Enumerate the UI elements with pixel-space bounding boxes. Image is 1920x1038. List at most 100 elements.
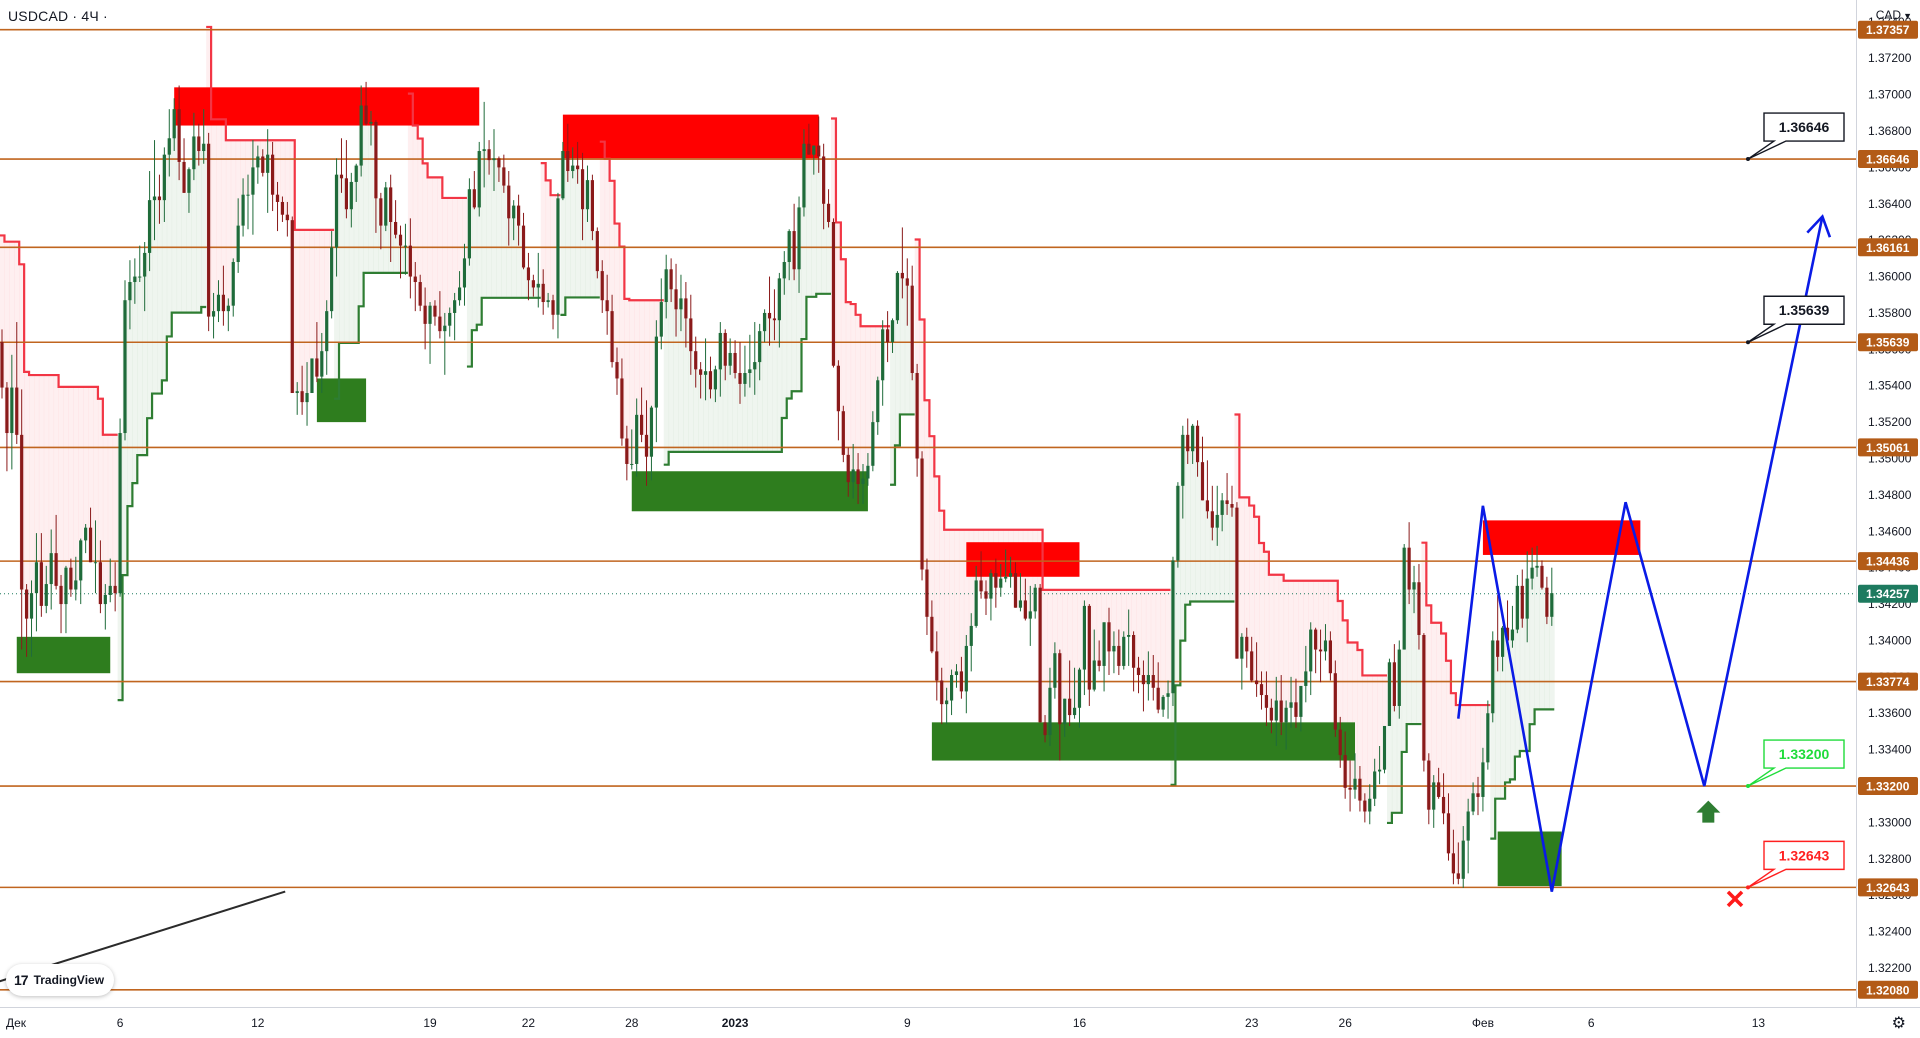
candle-body xyxy=(1087,605,1091,690)
support-stop-line xyxy=(1170,600,1235,786)
candle-body xyxy=(167,138,171,155)
candle-body xyxy=(600,271,604,301)
candle-body xyxy=(802,143,806,208)
stop-band-segment xyxy=(594,271,601,298)
candle xyxy=(1028,585,1032,646)
candle xyxy=(364,81,368,126)
candle-body xyxy=(359,105,363,166)
projection-path[interactable] xyxy=(1457,216,1824,892)
candle xyxy=(915,363,919,477)
candle-body xyxy=(1181,434,1185,486)
stop-band-segment xyxy=(334,174,340,399)
gear-icon[interactable]: ⚙ xyxy=(1891,1013,1906,1032)
candle-body xyxy=(822,156,826,204)
candle-body xyxy=(1112,645,1116,652)
stop-band-segment xyxy=(1067,589,1073,716)
candle xyxy=(728,338,732,375)
resistance-stop-line xyxy=(540,161,561,197)
candle xyxy=(1072,667,1077,719)
horizontal-levels[interactable] xyxy=(0,28,1856,991)
stop-band-segment xyxy=(776,278,783,452)
stop-band-segment xyxy=(88,386,94,563)
candle-body xyxy=(113,585,117,594)
candle-body xyxy=(123,300,127,434)
timeframe-label[interactable]: 4Ч xyxy=(81,8,99,24)
candle xyxy=(964,635,968,714)
stop-band-segment xyxy=(919,319,925,570)
callout-box xyxy=(1747,112,1845,160)
stop-band-segment xyxy=(752,362,758,452)
candle-body xyxy=(344,178,348,210)
candle xyxy=(846,447,850,497)
stop-band-segment xyxy=(0,235,5,388)
candle-body xyxy=(1053,653,1057,688)
time-tick-label: 6 xyxy=(117,1016,124,1030)
candle xyxy=(1407,522,1411,605)
candle xyxy=(876,376,880,435)
candle xyxy=(694,336,698,388)
stop-band-segment xyxy=(33,375,40,563)
stop-band-segment xyxy=(703,371,709,452)
price-tick-label: 1.36400 xyxy=(1868,197,1912,211)
candle xyxy=(0,329,4,399)
candle-body xyxy=(1378,769,1382,772)
time-axis[interactable]: Дек 6 12 19 22 28 2023 9 16 23 26 Фев 6 13 xyxy=(6,1016,1765,1030)
candle xyxy=(713,365,717,403)
stop-band-segment xyxy=(343,209,350,343)
candle xyxy=(152,140,157,241)
stop-band-segment xyxy=(314,229,320,377)
stop-band-segment xyxy=(1362,675,1368,812)
price-callout[interactable]: 1.35639 xyxy=(1746,295,1845,345)
price-callout[interactable]: 1.33200 xyxy=(1746,739,1845,789)
candle xyxy=(1545,576,1549,625)
time-tick-label: 28 xyxy=(625,1016,639,1030)
candle xyxy=(1132,631,1136,692)
candle-body xyxy=(713,369,717,390)
stop-band-segment xyxy=(1372,675,1378,772)
candle-body xyxy=(211,311,216,317)
candle-body xyxy=(684,298,688,319)
tradingview-badge[interactable]: 17 TradingView xyxy=(6,964,115,996)
candle xyxy=(1092,629,1096,692)
symbol-name[interactable]: USDCAD xyxy=(8,8,69,24)
stop-band-segment xyxy=(1416,635,1422,725)
candle xyxy=(1279,675,1283,736)
candle xyxy=(1323,624,1328,661)
candle-body xyxy=(413,276,417,283)
symbol-header[interactable]: USDCAD · 4Ч · xyxy=(8,8,108,24)
chevron-down-icon[interactable]: ▼ xyxy=(1903,11,1912,21)
candle-body xyxy=(1009,573,1013,577)
candle xyxy=(822,143,826,230)
price-callout[interactable]: 1.32643 xyxy=(1746,840,1845,890)
candle-body xyxy=(1412,582,1416,590)
stop-band-segment xyxy=(1377,675,1383,770)
candle-body xyxy=(1166,693,1170,697)
stop-band-segment xyxy=(1475,705,1481,797)
candle-body xyxy=(472,189,476,208)
price-callout[interactable]: 1.36646 xyxy=(1746,112,1845,162)
stop-band-segment xyxy=(1224,504,1230,602)
candle-body xyxy=(517,205,521,226)
level-price-tag-text: 1.33200 xyxy=(1866,780,1910,794)
currency-menu[interactable]: CAD ▼ xyxy=(1876,8,1912,22)
candle-body xyxy=(733,352,737,373)
candle xyxy=(207,132,211,332)
candle-body xyxy=(143,252,147,277)
candle xyxy=(1294,678,1298,728)
stop-band-segment xyxy=(1406,589,1412,725)
stop-band-segment xyxy=(1323,580,1329,641)
stop-band-segment xyxy=(786,231,793,399)
stop-band-segment xyxy=(870,326,876,423)
candle-body xyxy=(1058,653,1062,725)
drawings[interactable]: 1.36646 1.35639 1.33200 1.32643 xyxy=(0,112,1845,984)
candle-body xyxy=(1068,698,1072,716)
stop-band-segment xyxy=(860,326,866,479)
currency-label[interactable]: CAD xyxy=(1875,8,1902,22)
candle xyxy=(502,154,506,193)
stop-band-segment xyxy=(1116,589,1122,666)
stop-band-segment xyxy=(1047,589,1053,688)
candle xyxy=(1205,460,1209,519)
candle xyxy=(1141,660,1146,712)
cross-stroke xyxy=(1726,890,1744,908)
